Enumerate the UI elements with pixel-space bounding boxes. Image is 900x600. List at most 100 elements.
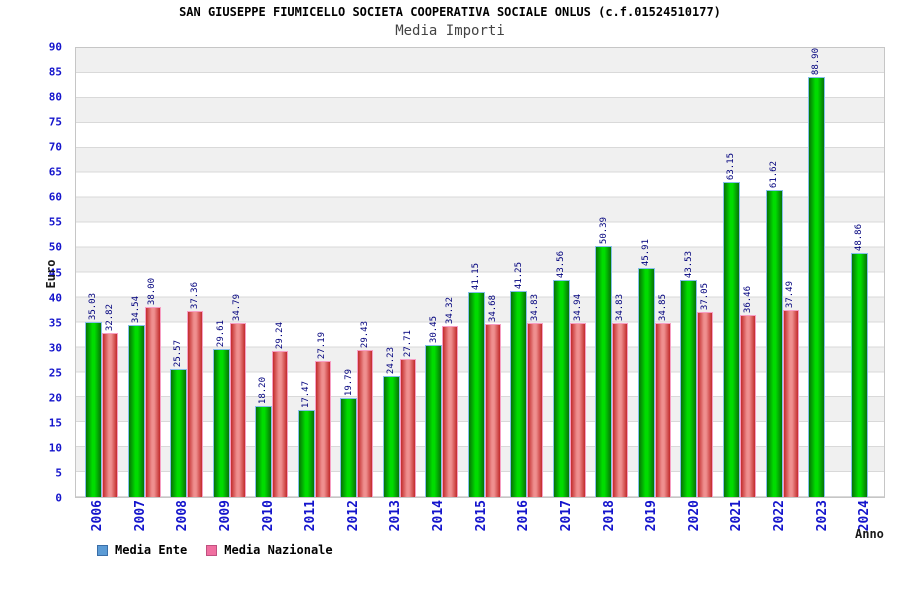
bar-media-ente-2020 <box>680 279 698 497</box>
bar-value-label: 43.56 <box>556 250 567 278</box>
x-tick-cell: 2023 <box>800 500 843 542</box>
bar-value-label: 32.82 <box>104 304 115 332</box>
bar-value-label: 41.25 <box>513 262 524 290</box>
x-tick-cell: 2011 <box>288 500 331 542</box>
bar-value-label: 29.61 <box>215 320 226 348</box>
bar-media-ente-2017-wrap: 43.56 <box>552 48 570 497</box>
bar-media-nazionale-2009 <box>229 323 246 497</box>
x-tick-cell: 2017 <box>544 500 587 542</box>
bar-group-2016: 41.25 34.83 <box>501 48 544 497</box>
bar-media-nazionale-2017 <box>569 322 586 497</box>
y-tick-label: 70 <box>48 140 62 154</box>
bar-media-nazionale-2006 <box>102 333 118 497</box>
bar-value-label: 34.94 <box>572 293 583 321</box>
bar-value-label: 34.85 <box>657 294 668 322</box>
legend: Media Ente Media Nazionale <box>97 543 333 557</box>
bar-media-nazionale-2012 <box>357 350 374 497</box>
bar-media-nazionale-2024-wrap <box>868 48 884 497</box>
bar-media-ente-2018 <box>595 245 613 497</box>
legend-label-media-ente: Media Ente <box>115 543 188 557</box>
x-tick-label: 2010 <box>260 500 276 532</box>
x-tick-label: 2015 <box>473 500 489 532</box>
bar-media-ente-2016-wrap: 41.25 <box>510 48 528 497</box>
bar-group-2006: 35.03 32.82 <box>76 48 119 497</box>
bar-value-label: 36.46 <box>742 286 753 314</box>
bar-value-label: 34.54 <box>130 295 141 323</box>
x-tick-label: 2013 <box>388 500 404 532</box>
chart-subtitle: Media Importi <box>395 23 505 39</box>
bar-media-nazionale-2016 <box>527 323 544 497</box>
bar-media-nazionale-2010-wrap: 29.24 <box>272 48 289 497</box>
bar-media-ente-2013-wrap: 24.23 <box>382 48 400 497</box>
bar-value-label: 37.49 <box>785 280 796 308</box>
bar-value-label: 24.23 <box>386 347 397 375</box>
x-tick-label: 2022 <box>772 500 787 532</box>
bar-value-label: 30.45 <box>428 316 439 344</box>
bar-group-2009: 29.61 34.79 <box>204 48 247 497</box>
x-tick-cell: 2012 <box>331 500 374 542</box>
bar-media-ente-2017 <box>552 279 570 497</box>
bar-media-ente-2006 <box>85 322 102 497</box>
bar-group-2023: 88.90 <box>799 48 842 497</box>
chart-title: SAN GIUSEPPE FIUMICELLO SOCIETA COOPERAT… <box>179 5 721 19</box>
bar-media-ente-2022-wrap: 61.62 <box>765 48 783 497</box>
bar-media-ente-2008-wrap: 25.57 <box>170 48 188 497</box>
bar-value-label: 45.91 <box>641 238 652 266</box>
bar-media-ente-2020-wrap: 43.53 <box>680 48 698 497</box>
x-axis-label: Anno <box>855 527 884 541</box>
bar-media-nazionale-2014 <box>442 325 459 497</box>
bar-media-nazionale-2014-wrap: 34.32 <box>442 48 459 497</box>
bar-media-nazionale-2015-wrap: 34.68 <box>484 48 501 497</box>
bar-media-nazionale-2019 <box>654 323 671 497</box>
bar-group-2015: 41.15 34.68 <box>459 48 502 497</box>
bar-media-ente-2014-wrap: 30.45 <box>425 48 443 497</box>
legend-label-media-nazionale: Media Nazionale <box>224 543 333 557</box>
x-tick-label: 2014 <box>431 500 446 532</box>
plot-area: 35.03 32.82 34.54 38.00 25.57 37.36 29.61 34.79… <box>75 47 885 498</box>
bar-media-ente-2023 <box>808 77 826 497</box>
bar-media-nazionale-2020-wrap: 37.05 <box>697 48 714 497</box>
x-tick-cell: 2013 <box>373 500 416 542</box>
bar-media-ente-2012 <box>340 398 358 497</box>
bar-group-2021: 63.15 36.46 <box>714 48 757 497</box>
x-tick-cell: 2022 <box>757 500 800 542</box>
x-tick-label: 2018 <box>601 500 617 532</box>
bar-media-ente-2011-wrap: 17.47 <box>297 48 315 497</box>
x-tick-label: 2008 <box>175 500 191 532</box>
y-tick-label: 45 <box>48 266 62 279</box>
bar-media-nazionale-2017-wrap: 34.94 <box>569 48 586 497</box>
x-tick-label: 2021 <box>729 500 745 532</box>
bar-media-nazionale-2013-wrap: 27.71 <box>399 48 416 497</box>
bar-media-nazionale-2007 <box>144 307 161 497</box>
bar-group-2024: 48.86 <box>842 48 885 497</box>
bar-group-2014: 30.45 34.32 <box>416 48 459 497</box>
x-tick-cell: 2010 <box>246 500 289 542</box>
x-tick-cell: 2020 <box>672 500 715 542</box>
x-tick-label: 2012 <box>345 500 361 532</box>
x-tick-cell: 2015 <box>459 500 502 542</box>
x-tick-label: 2023 <box>814 500 830 532</box>
bar-value-label: 25.57 <box>173 340 184 368</box>
x-tick-cell: 2006 <box>75 500 118 542</box>
bar-media-ente-2011 <box>297 409 315 497</box>
bar-media-ente-2010 <box>255 406 273 497</box>
bar-group-2017: 43.56 34.94 <box>544 48 587 497</box>
bar-media-nazionale-2019-wrap: 34.85 <box>654 48 671 497</box>
bar-value-label: 27.19 <box>317 332 328 360</box>
bar-value-label: 63.15 <box>726 152 737 180</box>
bar-group-2018: 50.39 34.83 <box>586 48 629 497</box>
bar-value-label: 37.05 <box>700 283 711 311</box>
bar-value-label: 38.00 <box>147 278 158 306</box>
bar-media-nazionale-2022 <box>782 309 799 497</box>
bar-media-ente-2015 <box>467 291 485 497</box>
y-tick-label: 90 <box>48 40 62 54</box>
y-tick-label: 25 <box>48 366 62 380</box>
x-tick-label: 2007 <box>132 500 148 532</box>
bar-value-label: 43.53 <box>683 250 694 278</box>
x-tick-cell: 2016 <box>501 500 544 542</box>
bars-container: 35.03 32.82 34.54 38.00 25.57 37.36 29.61 34.79… <box>76 48 884 497</box>
bar-value-label: 35.03 <box>88 293 99 321</box>
bar-group-2020: 43.53 37.05 <box>671 48 714 497</box>
y-tick-label: 40 <box>48 291 62 305</box>
